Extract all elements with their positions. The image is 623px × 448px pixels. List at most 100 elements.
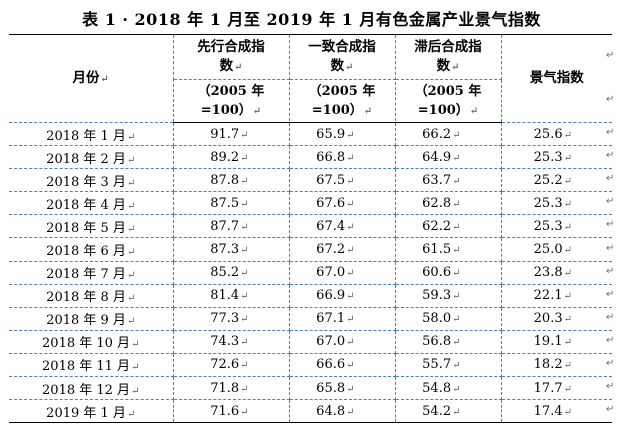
month-cell: 2018 年 7 月↵ [9,260,174,285]
index-cell: 17.4↵ [500,399,612,424]
leading-cell: 81.4↵ [172,283,290,308]
leading-cell: 77.3↵ [172,306,290,331]
row-end-mark: ↵ [606,150,615,162]
row-end-mark: ↵ [606,404,615,416]
month-cell: 2018 年 12 月↵ [9,376,174,401]
table-row: 2018 年 11 月↵ 72.6↵ 66.6↵ 55.7↵ 18.2↵ [9,352,612,378]
row-end-mark: ↵ [606,381,615,393]
index-cell: 20.3↵ [500,306,612,331]
coincident-cell: 67.6↵ [288,191,396,216]
leading-cell: 85.2↵ [172,260,290,285]
table-row: 2018 年 10 月↵ 74.3↵ 67.0↵ 56.8↵ 19.1↵ [9,329,612,354]
lagging-cell: 58.0↵ [394,306,502,331]
leading-cell: 91.7↵ [172,121,290,147]
month-cell: 2018 年 6 月↵ [9,237,174,262]
table-row: 2018 年 6 月↵ 87.3↵ 67.2↵ 61.5↵ 25.0↵ [9,237,612,262]
row-end-mark: ↵ [606,94,615,105]
table-row: 2018 年 12 月↵ 71.8↵ 65.8↵ 54.8↵ 17.7↵ [9,376,612,401]
coincident-cell: 67.4↵ [288,214,396,239]
table-row: 2018 年 3 月↵ 87.8↵ 67.5↵ 63.7↵ 25.2↵ [9,168,612,193]
lagging-cell: 62.2↵ [394,214,502,239]
index-cell: 18.2↵ [500,352,612,378]
header-base-period: （2005 年 =100）↵ （2005 年 =100）↵ （2005 年 =1… [172,79,502,123]
leading-cell: 71.6↵ [172,399,290,424]
month-cell: 2018 年 8 月↵ [9,283,174,308]
index-cell: 25.3↵ [500,214,612,239]
coincident-cell: 66.9↵ [288,283,396,308]
lagging-cell: 54.8↵ [394,376,502,401]
coincident-cell: 65.8↵ [288,376,396,401]
month-cell: 2018 年 2 月↵ [9,145,174,170]
row-end-mark: ↵ [606,288,615,300]
table-row: 2018 年 9 月↵ 77.3↵ 67.1↵ 58.0↵ 20.3↵ [9,306,612,331]
index-cell: 23.8↵ [500,260,612,285]
coincident-cell: 64.8↵ [288,399,396,424]
coincident-cell: 65.9↵ [288,121,396,147]
header-leading: 先行合成指 数↵ [172,34,290,80]
index-cell: 22.1↵ [500,283,612,308]
header-row-1: 月份↵ 先行合成指 数↵ 一致合成指 数↵ 滞后合成指 数↵ 景气指数 [9,34,612,123]
row-end-mark: ↵ [606,242,615,254]
table-row: 2018 年 1 月↵ 91.7↵ 65.9↵ 66.2↵ 25.6↵ [9,121,612,147]
table-row: 2019 年 1 月↵ 71.6↵ 64.8↵ 54.2↵ 17.4↵ [9,399,612,424]
leading-cell: 71.8↵ [172,376,290,401]
coincident-cell: 67.2↵ [288,237,396,262]
leading-cell: 87.5↵ [172,191,290,216]
coincident-cell: 67.1↵ [288,306,396,331]
row-end-mark: ↵ [606,219,615,231]
coincident-cell: 67.0↵ [288,260,396,285]
month-cell: 2018 年 11 月↵ [9,352,174,378]
row-end-mark: ↵ [606,50,615,61]
business-climate-table: 月份↵ 先行合成指 数↵ 一致合成指 数↵ 滞后合成指 数↵ 景气指数 （200… [9,34,612,424]
row-end-mark: ↵ [606,173,615,185]
month-cell: 2018 年 10 月↵ [9,329,174,354]
leading-cell: 87.8↵ [172,168,290,193]
coincident-cell: 67.0↵ [288,329,396,354]
header-coincident: 一致合成指 数↵ [288,34,396,80]
lagging-cell: 61.5↵ [394,237,502,262]
row-end-mark: ↵ [606,311,615,323]
header-month: 月份↵ [9,34,174,123]
row-end-mark: ↵ [606,196,615,208]
leading-cell: 74.3↵ [172,329,290,354]
header-lagging: 滞后合成指 数↵ [394,34,502,80]
index-cell: 25.2↵ [500,168,612,193]
leading-cell: 72.6↵ [172,352,290,378]
row-end-mark: ↵ [606,357,615,369]
table-row: 2018 年 7 月↵ 85.2↵ 67.0↵ 60.6↵ 23.8↵ [9,260,612,285]
header-index: 景气指数 [500,34,612,123]
month-cell: 2019 年 1 月↵ [9,399,174,424]
coincident-cell: 66.6↵ [288,352,396,378]
table-row: 2018 年 4 月↵ 87.5↵ 67.6↵ 62.8↵ 25.3↵ [9,191,612,216]
coincident-cell: 67.5↵ [288,168,396,193]
month-cell: 2018 年 3 月↵ [9,168,174,193]
table-row: 2018 年 2 月↵ 89.2↵ 66.8↵ 64.9↵ 25.3↵ [9,145,612,170]
row-end-mark: ↵ [606,127,615,139]
table-row: 2018 年 8 月↵ 81.4↵ 66.9↵ 59.3↵ 22.1↵ [9,283,612,308]
table-row: 2018 年 5 月↵ 87.7↵ 67.4↵ 62.2↵ 25.3↵ [9,214,612,239]
month-cell: 2018 年 4 月↵ [9,191,174,216]
index-cell: 25.6↵ [500,121,612,147]
month-cell: 2018 年 1 月↵ [9,121,174,147]
header-row-2: （2005 年 =100）↵ （2005 年 =100）↵ （2005 年 =1… [9,79,612,123]
lagging-cell: 62.8↵ [394,191,502,216]
table-title: 表 1 · 2018 年 1 月至 2019 年 1 月有色金属产业景气指数 [82,10,541,29]
month-cell: 2018 年 5 月↵ [9,214,174,239]
lagging-cell: 56.8↵ [394,329,502,354]
lagging-cell: 59.3↵ [394,283,502,308]
index-cell: 25.0↵ [500,237,612,262]
index-cell: 17.7↵ [500,376,612,401]
index-cell: 25.3↵ [500,145,612,170]
leading-cell: 87.3↵ [172,237,290,262]
lagging-cell: 60.6↵ [394,260,502,285]
lagging-cell: 54.2↵ [394,399,502,424]
leading-cell: 87.7↵ [172,214,290,239]
lagging-cell: 63.7↵ [394,168,502,193]
lagging-cell: 64.9↵ [394,145,502,170]
index-cell: 19.1↵ [500,329,612,354]
lagging-cell: 66.2↵ [394,121,502,147]
month-cell: 2018 年 9 月↵ [9,306,174,331]
row-end-mark: ↵ [606,265,615,277]
index-cell: 25.3↵ [500,191,612,216]
coincident-cell: 66.8↵ [288,145,396,170]
